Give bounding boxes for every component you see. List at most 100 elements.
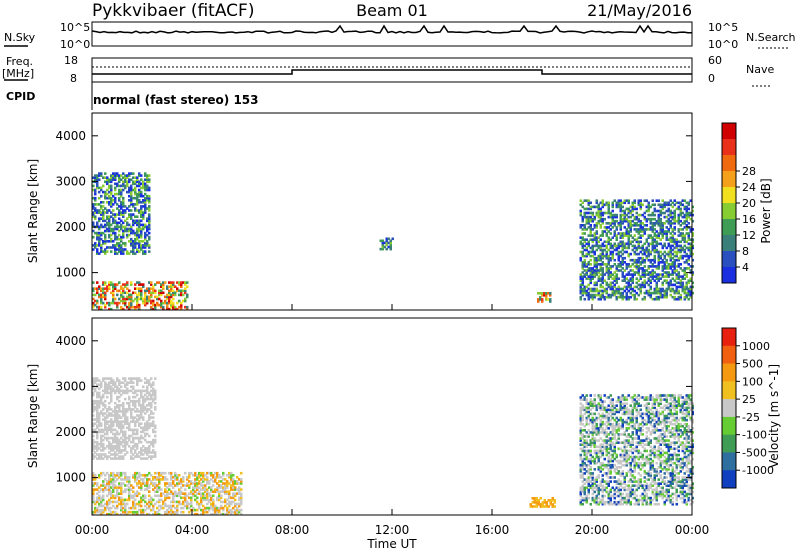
data-cell [687,211,690,215]
data-cell [647,228,650,231]
data-cell [156,488,159,491]
data-cell [120,225,123,229]
data-cell [160,498,163,502]
data-cell [591,427,594,430]
data-cell [619,254,622,258]
data-cell [100,297,103,301]
data-cell [653,261,656,264]
data-cell [104,229,107,233]
data-cell [222,490,225,493]
data-cell [585,238,588,241]
data-cell [625,234,628,237]
data-cell [146,484,149,487]
data-cell [595,461,598,465]
data-cell [623,275,626,278]
data-cell [579,224,582,227]
data-cell [180,283,183,286]
data-cell [132,404,135,407]
data-cell [100,508,103,512]
data-cell [617,287,620,291]
data-cell [120,207,123,210]
data-cell [106,227,109,231]
data-cell [130,408,133,411]
data-cell [106,391,109,395]
data-cell [130,494,133,498]
data-cell [599,468,602,471]
data-cell [154,303,157,307]
data-cell [98,401,101,405]
data-cell [124,432,127,436]
data-cell [611,416,614,420]
data-cell [134,196,137,200]
data-cell [104,381,107,384]
data-cell [134,406,137,409]
data-cell [643,215,646,219]
data-cell [102,176,105,179]
data-cell [601,412,604,416]
data-cell [603,445,606,449]
data-cell [583,215,586,219]
data-cell [138,293,141,297]
data-cell [142,404,145,407]
data-cell [591,418,594,422]
data-cell [621,394,624,397]
data-cell [148,201,151,204]
data-cell [665,295,668,299]
data-cell [104,387,107,391]
data-cell [102,184,105,188]
data-cell [581,232,584,235]
data-cell [134,420,137,423]
data-cell [613,285,616,289]
data-cell [146,486,149,489]
data-cell [114,438,117,442]
data-cell [641,267,644,270]
data-cell [645,250,648,254]
data-cell [102,504,105,508]
data-cell [581,289,584,293]
data-cell [104,242,107,245]
data-cell [120,293,123,297]
data-cell [581,252,584,256]
data-cell [130,385,133,389]
data-cell [96,301,99,305]
data-cell [599,424,602,428]
data-cell [595,455,598,459]
data-cell [164,471,167,475]
data-cell [120,430,123,434]
data-cell [108,225,111,229]
data-cell [138,184,141,188]
data-cell [156,486,159,489]
data-cell [152,285,155,288]
data-cell [593,234,596,237]
data-cell [621,293,624,297]
data-cell [134,422,137,425]
data-cell [200,512,203,516]
data-cell [134,287,137,290]
data-cell [651,248,654,252]
data-cell [607,500,610,504]
data-cell [118,178,121,181]
data-cell [132,457,135,460]
data-cell [591,295,594,299]
data-cell [609,238,612,241]
data-cell [118,474,121,477]
data-cell [206,478,209,481]
data-cell [104,399,107,403]
data-cell [619,472,622,475]
data-cell [94,502,97,506]
data-cell [190,508,193,512]
data-cell [188,510,191,514]
data-cell [621,486,624,490]
data-cell [150,281,153,284]
data-cell [142,201,145,204]
data-cell [172,500,175,504]
data-cell [687,213,690,217]
data-cell [615,408,618,412]
data-cell [134,478,137,481]
data-cell [110,457,113,460]
data-cell [120,504,123,508]
data-cell [144,508,147,512]
data-cell [120,178,123,181]
data-cell [633,217,636,221]
